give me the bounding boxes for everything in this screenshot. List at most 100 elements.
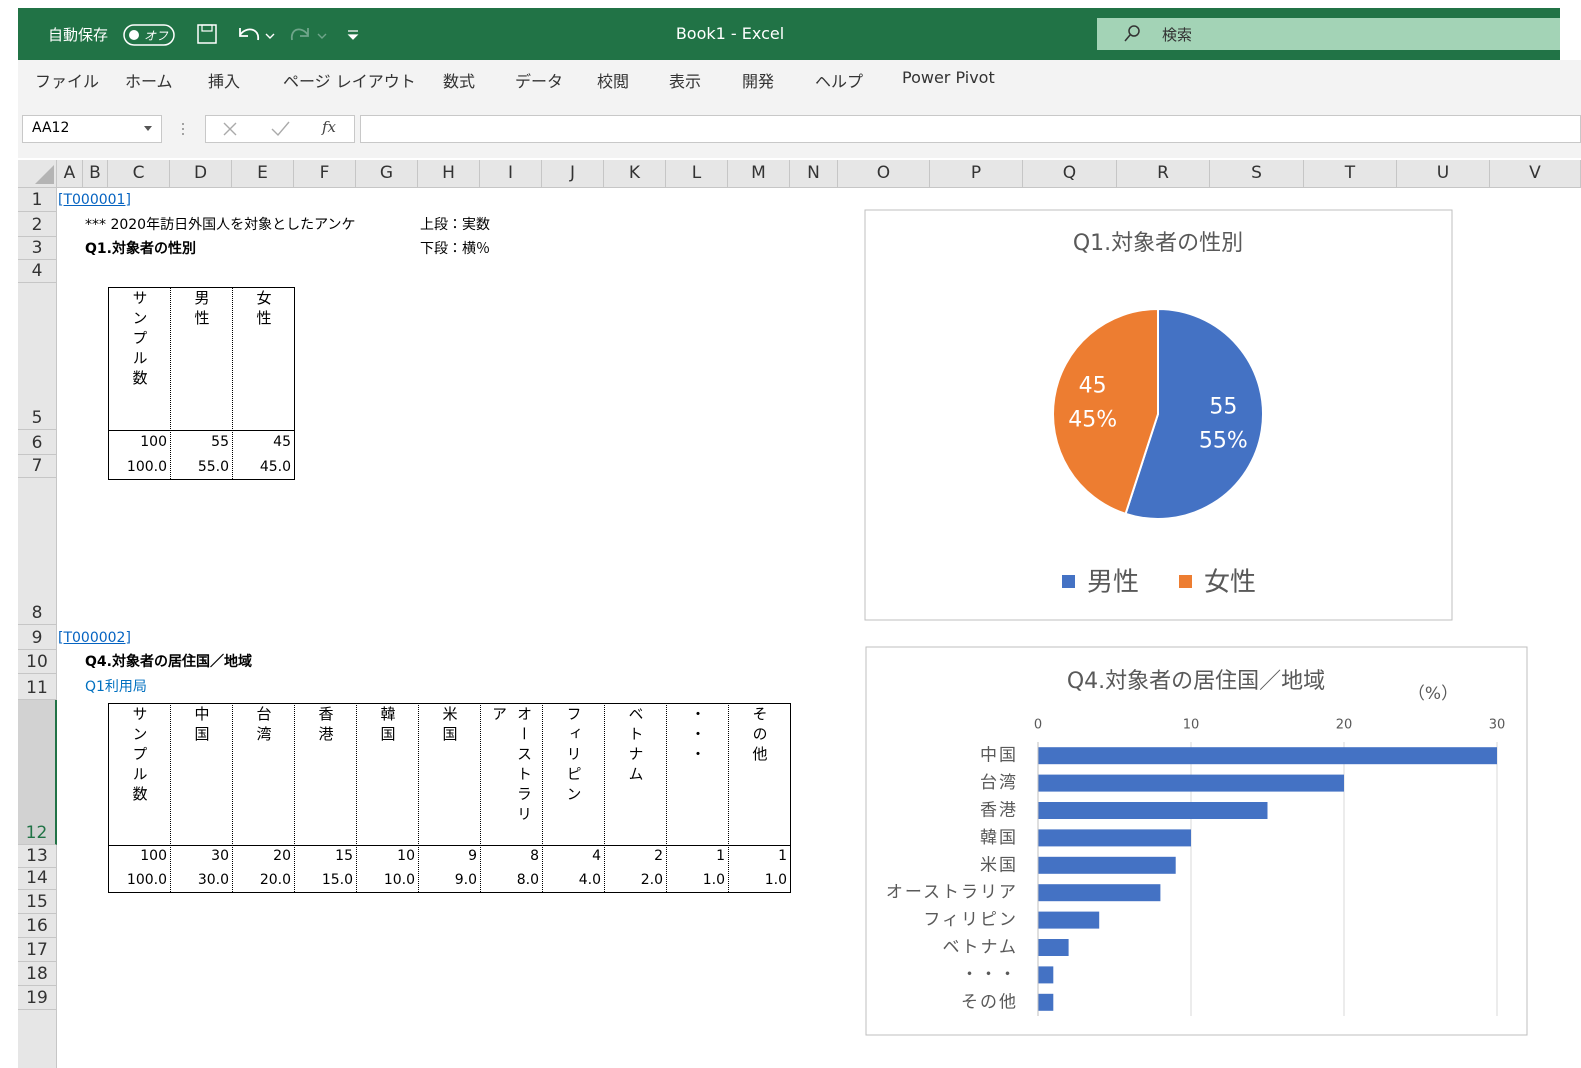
ribbon-tab[interactable]: 数式	[443, 72, 476, 91]
header-text: 男性	[192, 290, 211, 330]
percent-cell: 45.0	[259, 459, 291, 475]
x-tick-label: 30	[1489, 718, 1506, 733]
redo-dropdown	[317, 33, 327, 39]
column-header: C	[108, 160, 170, 188]
header-text: 中国	[192, 706, 211, 746]
redo-icon	[290, 28, 309, 41]
count-cell: 8	[530, 848, 539, 864]
column-divider	[542, 703, 543, 892]
column-header: B	[83, 160, 108, 188]
row-header: 5	[18, 283, 57, 430]
column-divider	[418, 703, 419, 892]
ribbon-tab[interactable]: 開発	[742, 72, 775, 91]
bar	[1038, 993, 1054, 1011]
column-header: O	[838, 160, 930, 188]
header-rule	[108, 430, 294, 431]
percent-cell: 4.0	[578, 872, 601, 888]
ribbon-tab[interactable]: ページ レイアウト	[283, 72, 416, 91]
percent-cell: 1.0	[764, 872, 787, 888]
bar	[1038, 911, 1100, 929]
column-divider	[294, 703, 295, 892]
x-tick-label: 20	[1336, 718, 1353, 733]
separator-dot	[182, 128, 184, 130]
row-header: 1	[18, 188, 57, 212]
customize-icon[interactable]	[347, 30, 359, 40]
select-all-triangle[interactable]	[18, 160, 58, 190]
legend-swatch	[1062, 575, 1075, 588]
save-icon-slot	[201, 24, 213, 32]
header-cell: その他	[728, 706, 790, 845]
header-text: 米国	[440, 706, 459, 746]
column-header: M	[728, 160, 790, 188]
count-cell: 4	[592, 848, 601, 864]
bar	[1038, 884, 1161, 902]
toggle-knob	[129, 30, 139, 40]
percent-cell: 30.0	[197, 872, 229, 888]
column-header: E	[232, 160, 294, 188]
column-header: P	[930, 160, 1023, 188]
column-divider	[170, 703, 171, 892]
undo-dropdown[interactable]	[265, 33, 275, 39]
header-cell: サンプル数	[108, 706, 170, 845]
header-cell: フィリピン	[542, 706, 604, 845]
ribbon-tab[interactable]: 表示	[669, 72, 702, 91]
fx-button[interactable]: fx	[322, 118, 337, 136]
undo-icon[interactable]	[239, 28, 259, 41]
row-header: 10	[18, 650, 57, 674]
column-header: Q	[1023, 160, 1117, 188]
name-box-dropdown[interactable]	[144, 126, 152, 131]
row-header: 14	[18, 868, 57, 890]
column-header: T	[1304, 160, 1397, 188]
bar	[1038, 747, 1497, 765]
cell-text: 下段：横％	[420, 240, 490, 257]
column-divider	[604, 703, 605, 892]
formula-input[interactable]	[360, 115, 1581, 143]
count-cell: 20	[273, 848, 291, 864]
row-header: 19	[18, 986, 57, 1010]
data-label-value: 55	[1209, 394, 1237, 419]
column-header: H	[418, 160, 480, 188]
percent-cell: 55.0	[197, 459, 229, 475]
x-tick-label: 0	[1034, 718, 1042, 733]
pie-slice	[1052, 307, 1159, 516]
y-tick-label: オーストラリア	[886, 883, 1018, 903]
legend-label: 男性	[1087, 568, 1139, 598]
search-icon	[1128, 25, 1140, 37]
search-box[interactable]	[1097, 18, 1560, 50]
row-header: 4	[18, 260, 57, 283]
column-divider	[480, 703, 481, 892]
enter-icon[interactable]	[271, 121, 290, 137]
ribbon-tab[interactable]: 挿入	[208, 72, 241, 91]
toggle-outline[interactable]	[123, 24, 175, 46]
count-cell: 100	[140, 434, 167, 450]
bar	[1038, 829, 1191, 847]
column-divider	[232, 287, 233, 479]
column-divider	[232, 703, 233, 892]
ribbon-tab[interactable]: ヘルプ	[815, 72, 864, 91]
name-box-text: AA12	[32, 120, 70, 136]
header-cell: 男性	[170, 290, 232, 430]
percent-cell: 15.0	[321, 872, 353, 888]
formula-icons	[144, 121, 290, 137]
ribbon-tab[interactable]: ホーム	[125, 72, 173, 91]
ribbon-tab[interactable]: 校閲	[597, 72, 630, 91]
name-box[interactable]	[22, 115, 162, 143]
row-header: 16	[18, 914, 57, 938]
bar	[1038, 774, 1344, 792]
y-tick-label: その他	[961, 992, 1018, 1012]
cancel-icon[interactable]	[223, 122, 237, 136]
ribbon-tab[interactable]: Power Pivot	[902, 68, 995, 87]
column-header: I	[480, 160, 542, 188]
ribbon-tab[interactable]: ファイル	[35, 72, 100, 91]
percent-cell: 20.0	[259, 872, 291, 888]
count-cell: 100	[140, 848, 167, 864]
header-text: サンプル数	[130, 706, 149, 806]
autosave-toggle-text: オフ	[144, 29, 169, 43]
legend-label: 女性	[1204, 568, 1256, 598]
ribbon-tab[interactable]: データ	[515, 72, 564, 91]
column-divider	[666, 703, 667, 892]
percent-cell: 100.0	[126, 459, 167, 475]
bar	[1038, 966, 1054, 984]
header-cell: 米国	[418, 706, 480, 845]
header-text: サンプル数	[130, 290, 149, 390]
